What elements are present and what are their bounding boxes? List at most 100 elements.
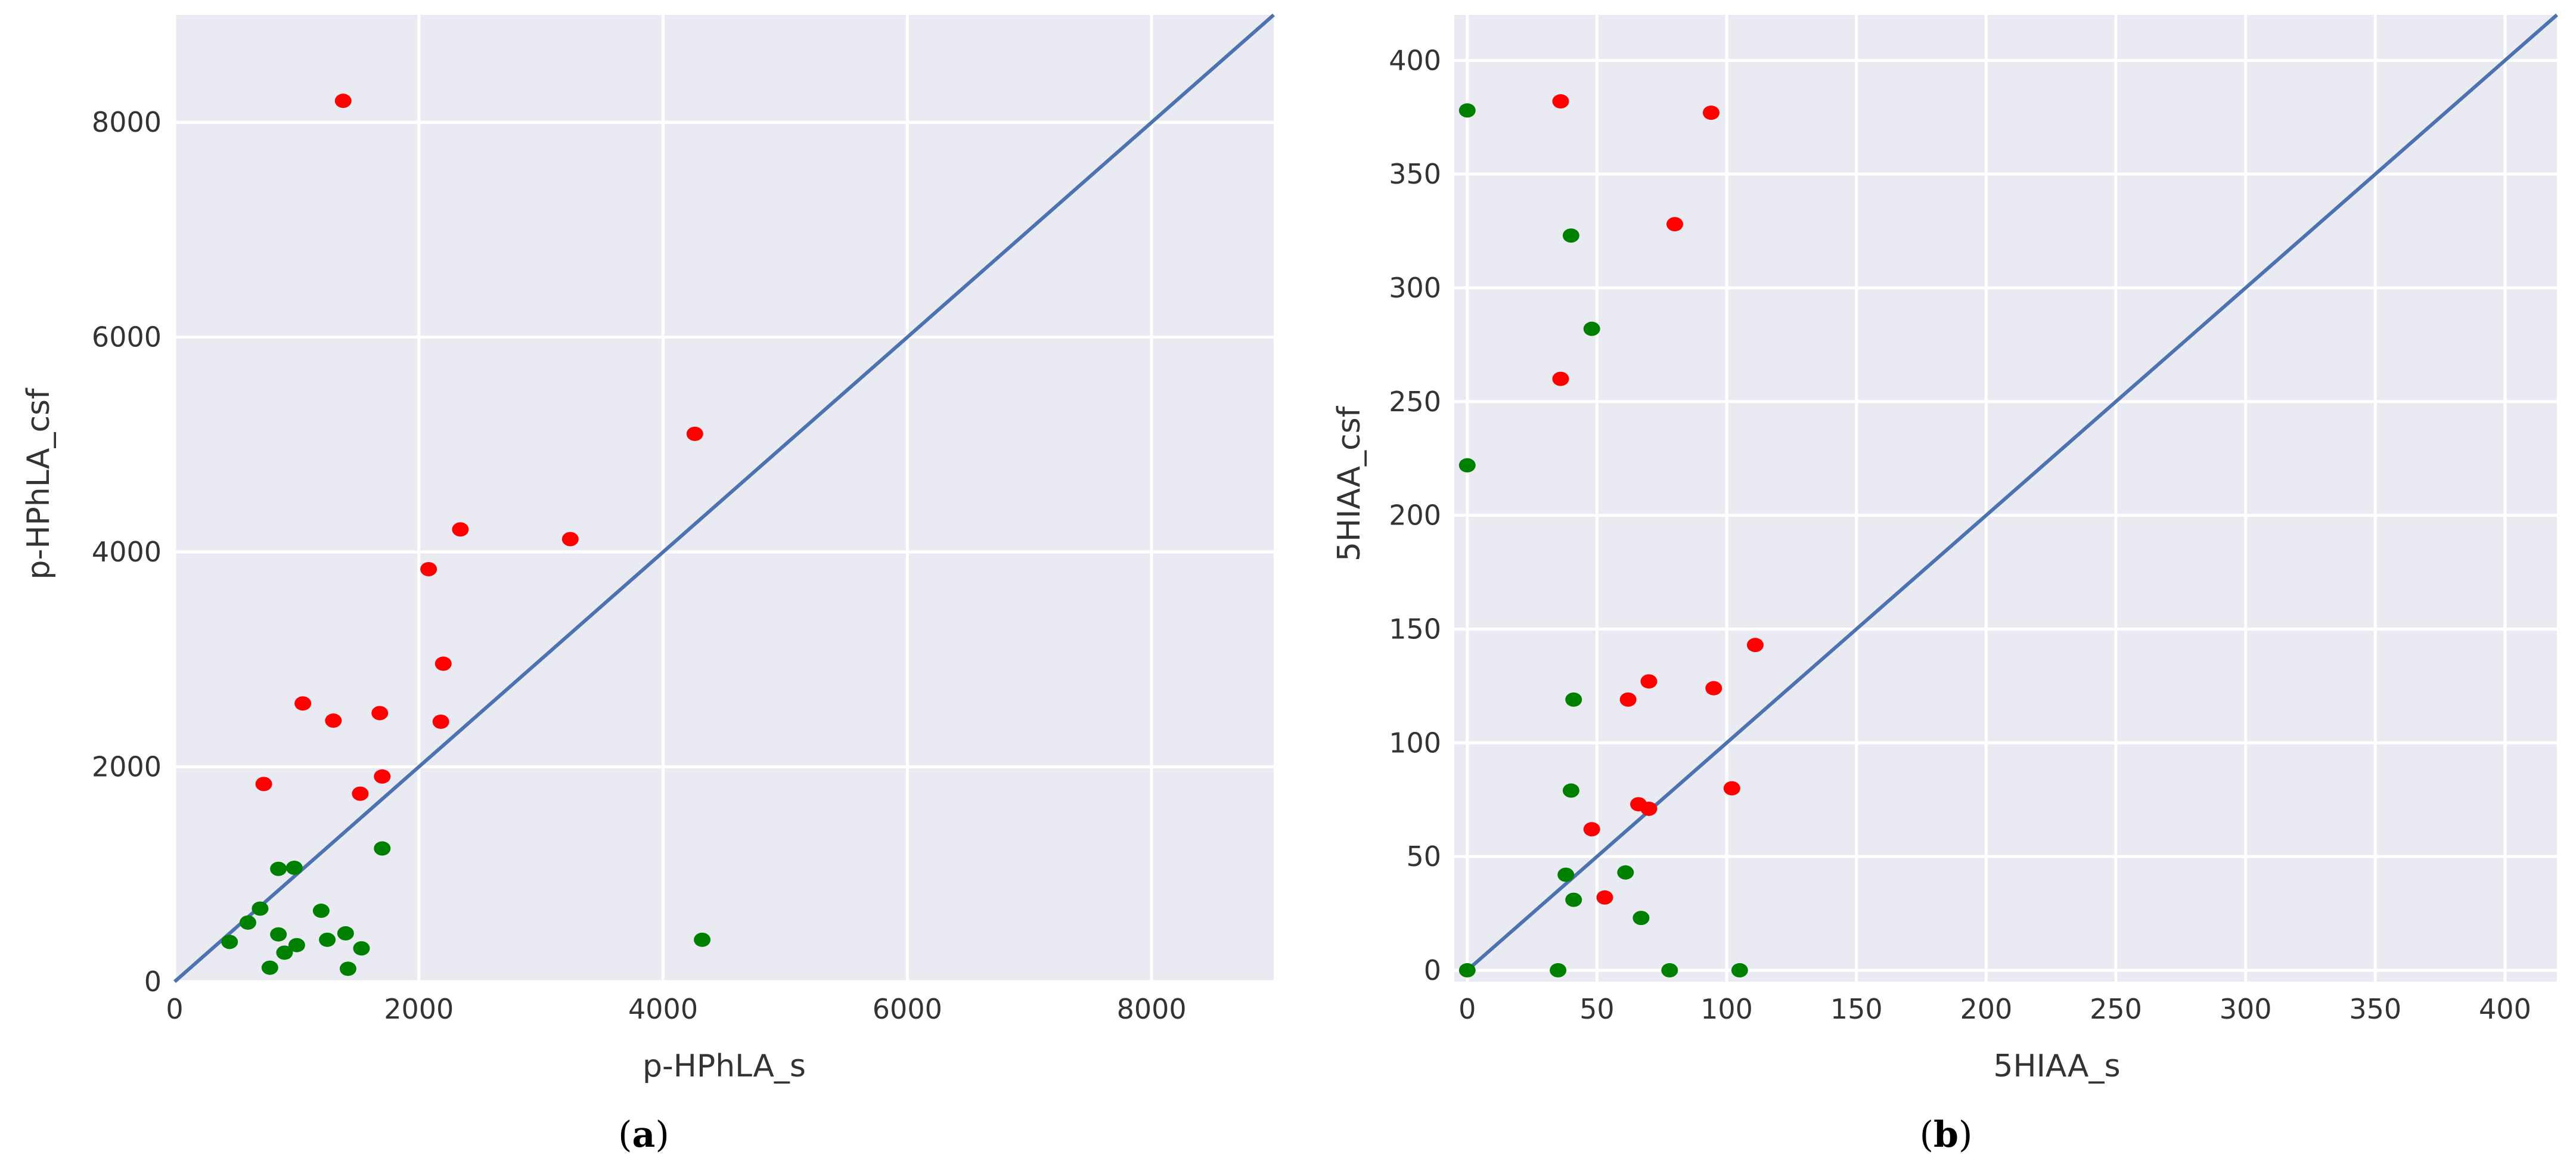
chart-b-point-red — [1552, 94, 1569, 109]
chart-a-y-ticks: 0 2000 4000 6000 8000 — [92, 106, 162, 998]
chart-b-point-red — [1723, 781, 1740, 796]
chart-b-point-green — [1661, 963, 1678, 977]
chart-b-y-tick-label: 350 — [1389, 158, 1441, 190]
chart-a-point-green — [221, 935, 238, 949]
chart-a-point-red — [325, 713, 342, 728]
chart-a-point-green — [239, 915, 256, 930]
chart-b-x-ticks: 0 50 100 150 200 250 300 350 400 — [1458, 993, 2531, 1025]
chart-b-point-green — [1562, 228, 1579, 243]
chart-a-y-tick-label: 8000 — [92, 106, 162, 138]
chart-b-y-tick-label: 50 — [1406, 840, 1441, 873]
chart-b-y-tick-label: 200 — [1389, 499, 1441, 532]
chart-a-point-red — [294, 696, 312, 711]
chart-b-x-tick-label: 50 — [1579, 993, 1615, 1025]
chart-a-point-green — [270, 927, 287, 942]
chart-a-y-tick-label: 2000 — [92, 751, 162, 783]
chart-b-point-red — [1640, 801, 1658, 816]
chart-a-point-green — [353, 941, 370, 956]
chart-b-y-tick-label: 150 — [1389, 613, 1441, 645]
chart-b-x-tick-label: 100 — [1700, 993, 1753, 1025]
chart-b-point-green — [1583, 321, 1600, 336]
chart-a-x-tick-label: 4000 — [628, 993, 698, 1025]
chart-b-point-green — [1458, 458, 1476, 473]
chart-a-point-red — [352, 786, 369, 801]
chart-b-point-green — [1458, 963, 1476, 977]
chart-b-point-red — [1619, 692, 1637, 707]
chart-b-x-tick-label: 350 — [2349, 993, 2401, 1025]
chart-a-reference-line-group — [173, 13, 1275, 983]
chart-b-point-red — [1702, 105, 1720, 120]
chart-a-point-green — [694, 932, 711, 947]
chart-b-y-tick-label: 400 — [1389, 44, 1441, 76]
chart-b-point-green — [1617, 865, 1634, 880]
chart-b-x-tick-label: 400 — [2479, 993, 2531, 1025]
chart-a: 0 2000 4000 6000 8000 0 2000 4000 6000 8000 p-HP… — [21, 13, 1275, 1156]
chart-b-point-red — [1583, 822, 1600, 837]
chart-a-point-red — [686, 426, 703, 441]
chart-a-point-red — [432, 714, 449, 729]
chart-a-point-green — [285, 860, 303, 875]
chart-b-point-green — [1565, 692, 1582, 707]
chart-b-point-red — [1705, 681, 1722, 696]
chart-b-y-tick-label: 100 — [1389, 727, 1441, 759]
chart-a-point-red — [334, 94, 352, 108]
chart-a-panel-label: (a) — [618, 1114, 669, 1156]
chart-a-point-red — [255, 777, 272, 792]
chart-a-point-red — [434, 656, 452, 671]
chart-b-point-green — [1632, 911, 1650, 926]
chart-b-y-tick-label: 300 — [1389, 272, 1441, 304]
chart-a-point-red — [420, 561, 437, 576]
chart-b-point-red — [1596, 890, 1613, 905]
chart-a-x-ticks: 0 2000 4000 6000 8000 — [166, 993, 1186, 1025]
chart-a-point-red — [371, 706, 389, 721]
chart-a-x-axis-label: p-HPhLA_s — [643, 1048, 806, 1084]
chart-a-y-tick-label: 0 — [144, 966, 162, 998]
chart-b-point-green — [1731, 963, 1748, 977]
chart-b-point-green — [1550, 963, 1567, 977]
chart-a-panel-close: ) — [655, 1114, 669, 1156]
chart-a-point-green — [312, 904, 330, 918]
chart-b-panel-label: (b) — [1920, 1114, 1973, 1156]
chart-a-y-tick-label: 4000 — [92, 536, 162, 568]
chart-b-panel-open: ( — [1920, 1114, 1933, 1156]
chart-a-point-green — [374, 841, 391, 856]
chart-a-point-green — [276, 945, 293, 960]
chart-b-point-red — [1666, 217, 1683, 232]
chart-a-point-red — [452, 522, 469, 537]
chart-a-points — [221, 94, 711, 976]
chart-a-point-green — [270, 861, 287, 876]
chart-b-x-tick-label: 250 — [2090, 993, 2142, 1025]
chart-b: 0 50 100 150 200 250 300 350 400 0 50 100 150 200 250… — [1332, 13, 2558, 1156]
chart-b-y-tick-label: 250 — [1389, 386, 1441, 418]
chart-a-point-green — [261, 960, 278, 975]
chart-a-point-green — [319, 932, 336, 947]
chart-b-y-axis-label: 5HIAA_csf — [1332, 405, 1367, 561]
chart-a-reference-line — [173, 13, 1275, 983]
chart-b-panel-letter: b — [1933, 1114, 1959, 1156]
chart-a-x-tick-label: 8000 — [1117, 993, 1187, 1025]
chart-a-y-axis-label: p-HPhLA_csf — [21, 387, 57, 580]
chart-b-point-green — [1557, 867, 1575, 882]
chart-b-x-tick-label: 150 — [1830, 993, 1883, 1025]
chart-a-y-tick-label: 6000 — [92, 321, 162, 353]
chart-b-x-axis-label: 5HIAA_s — [1993, 1048, 2120, 1084]
chart-a-point-green — [252, 901, 269, 916]
chart-a-panel-open: ( — [618, 1114, 632, 1156]
chart-b-point-green — [1458, 103, 1476, 118]
chart-b-point-red — [1746, 638, 1764, 653]
chart-a-point-green — [337, 926, 354, 941]
chart-a-point-red — [374, 769, 391, 784]
chart-b-y-tick-label: 0 — [1424, 954, 1441, 986]
chart-b-point-red — [1552, 371, 1569, 386]
chart-a-point-green — [288, 938, 305, 952]
chart-b-points — [1458, 94, 1764, 977]
chart-a-x-tick-label: 0 — [166, 993, 183, 1025]
chart-a-point-green — [339, 961, 356, 976]
chart-b-x-tick-label: 300 — [2220, 993, 2272, 1025]
chart-b-x-tick-label: 200 — [1960, 993, 2012, 1025]
chart-b-panel-close: ) — [1959, 1114, 1972, 1156]
chart-a-panel-letter: a — [632, 1114, 656, 1156]
chart-b-point-green — [1562, 783, 1579, 798]
chart-a-x-tick-label: 6000 — [873, 993, 942, 1025]
